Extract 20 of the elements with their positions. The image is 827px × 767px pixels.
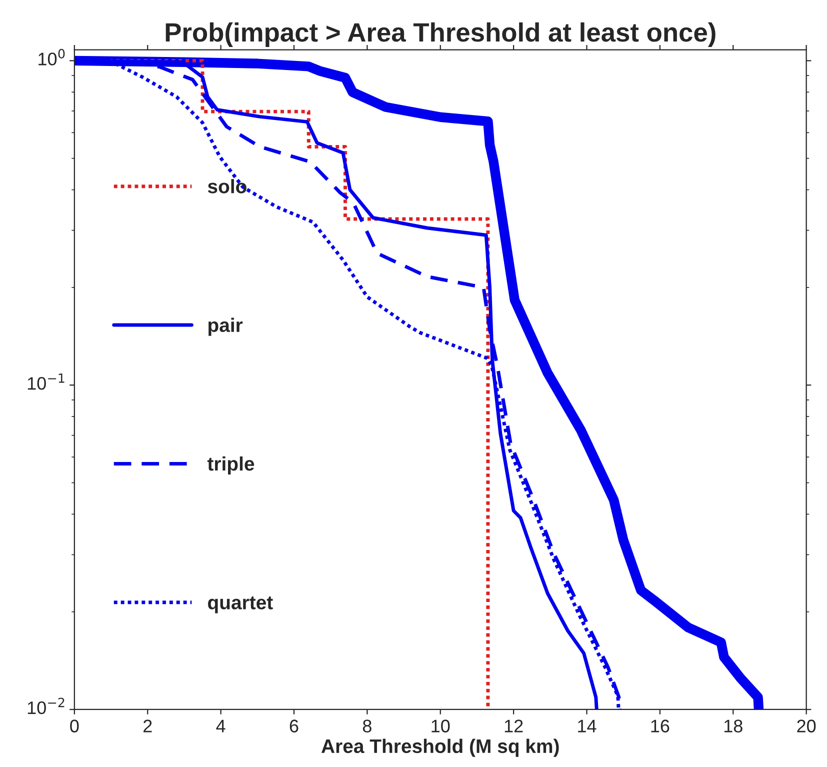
- x-axis-title: Area Threshold (M sq km): [321, 738, 559, 757]
- x-tick-label: 4: [216, 720, 226, 732]
- x-tick-label: 16: [651, 720, 670, 732]
- x-tick-label: 8: [362, 720, 372, 732]
- x-tick-label: 12: [504, 720, 523, 732]
- x-tick-label: 6: [290, 720, 298, 732]
- x-tick-label: 18: [724, 720, 742, 732]
- legend-label: solo: [208, 179, 246, 194]
- y-tick-label: 10$^{−2}$: [28, 698, 64, 714]
- x-tick-label: 2: [144, 720, 152, 732]
- x-tick-label: 14: [578, 720, 596, 732]
- legend-label: pair: [208, 318, 243, 336]
- legend-label: quartet: [208, 596, 273, 614]
- y-tick-label: 10$^{0}$: [38, 48, 65, 66]
- x-tick-label: 20: [797, 720, 816, 732]
- legend-label: triple: [207, 456, 254, 475]
- x-tick-label: 0: [70, 720, 79, 732]
- y-tick-label: 10$^{−1}$: [28, 374, 64, 390]
- chart-title: Prob(impact > Area Threshold at least once): [166, 22, 716, 47]
- x-tick-label: 10: [432, 720, 450, 732]
